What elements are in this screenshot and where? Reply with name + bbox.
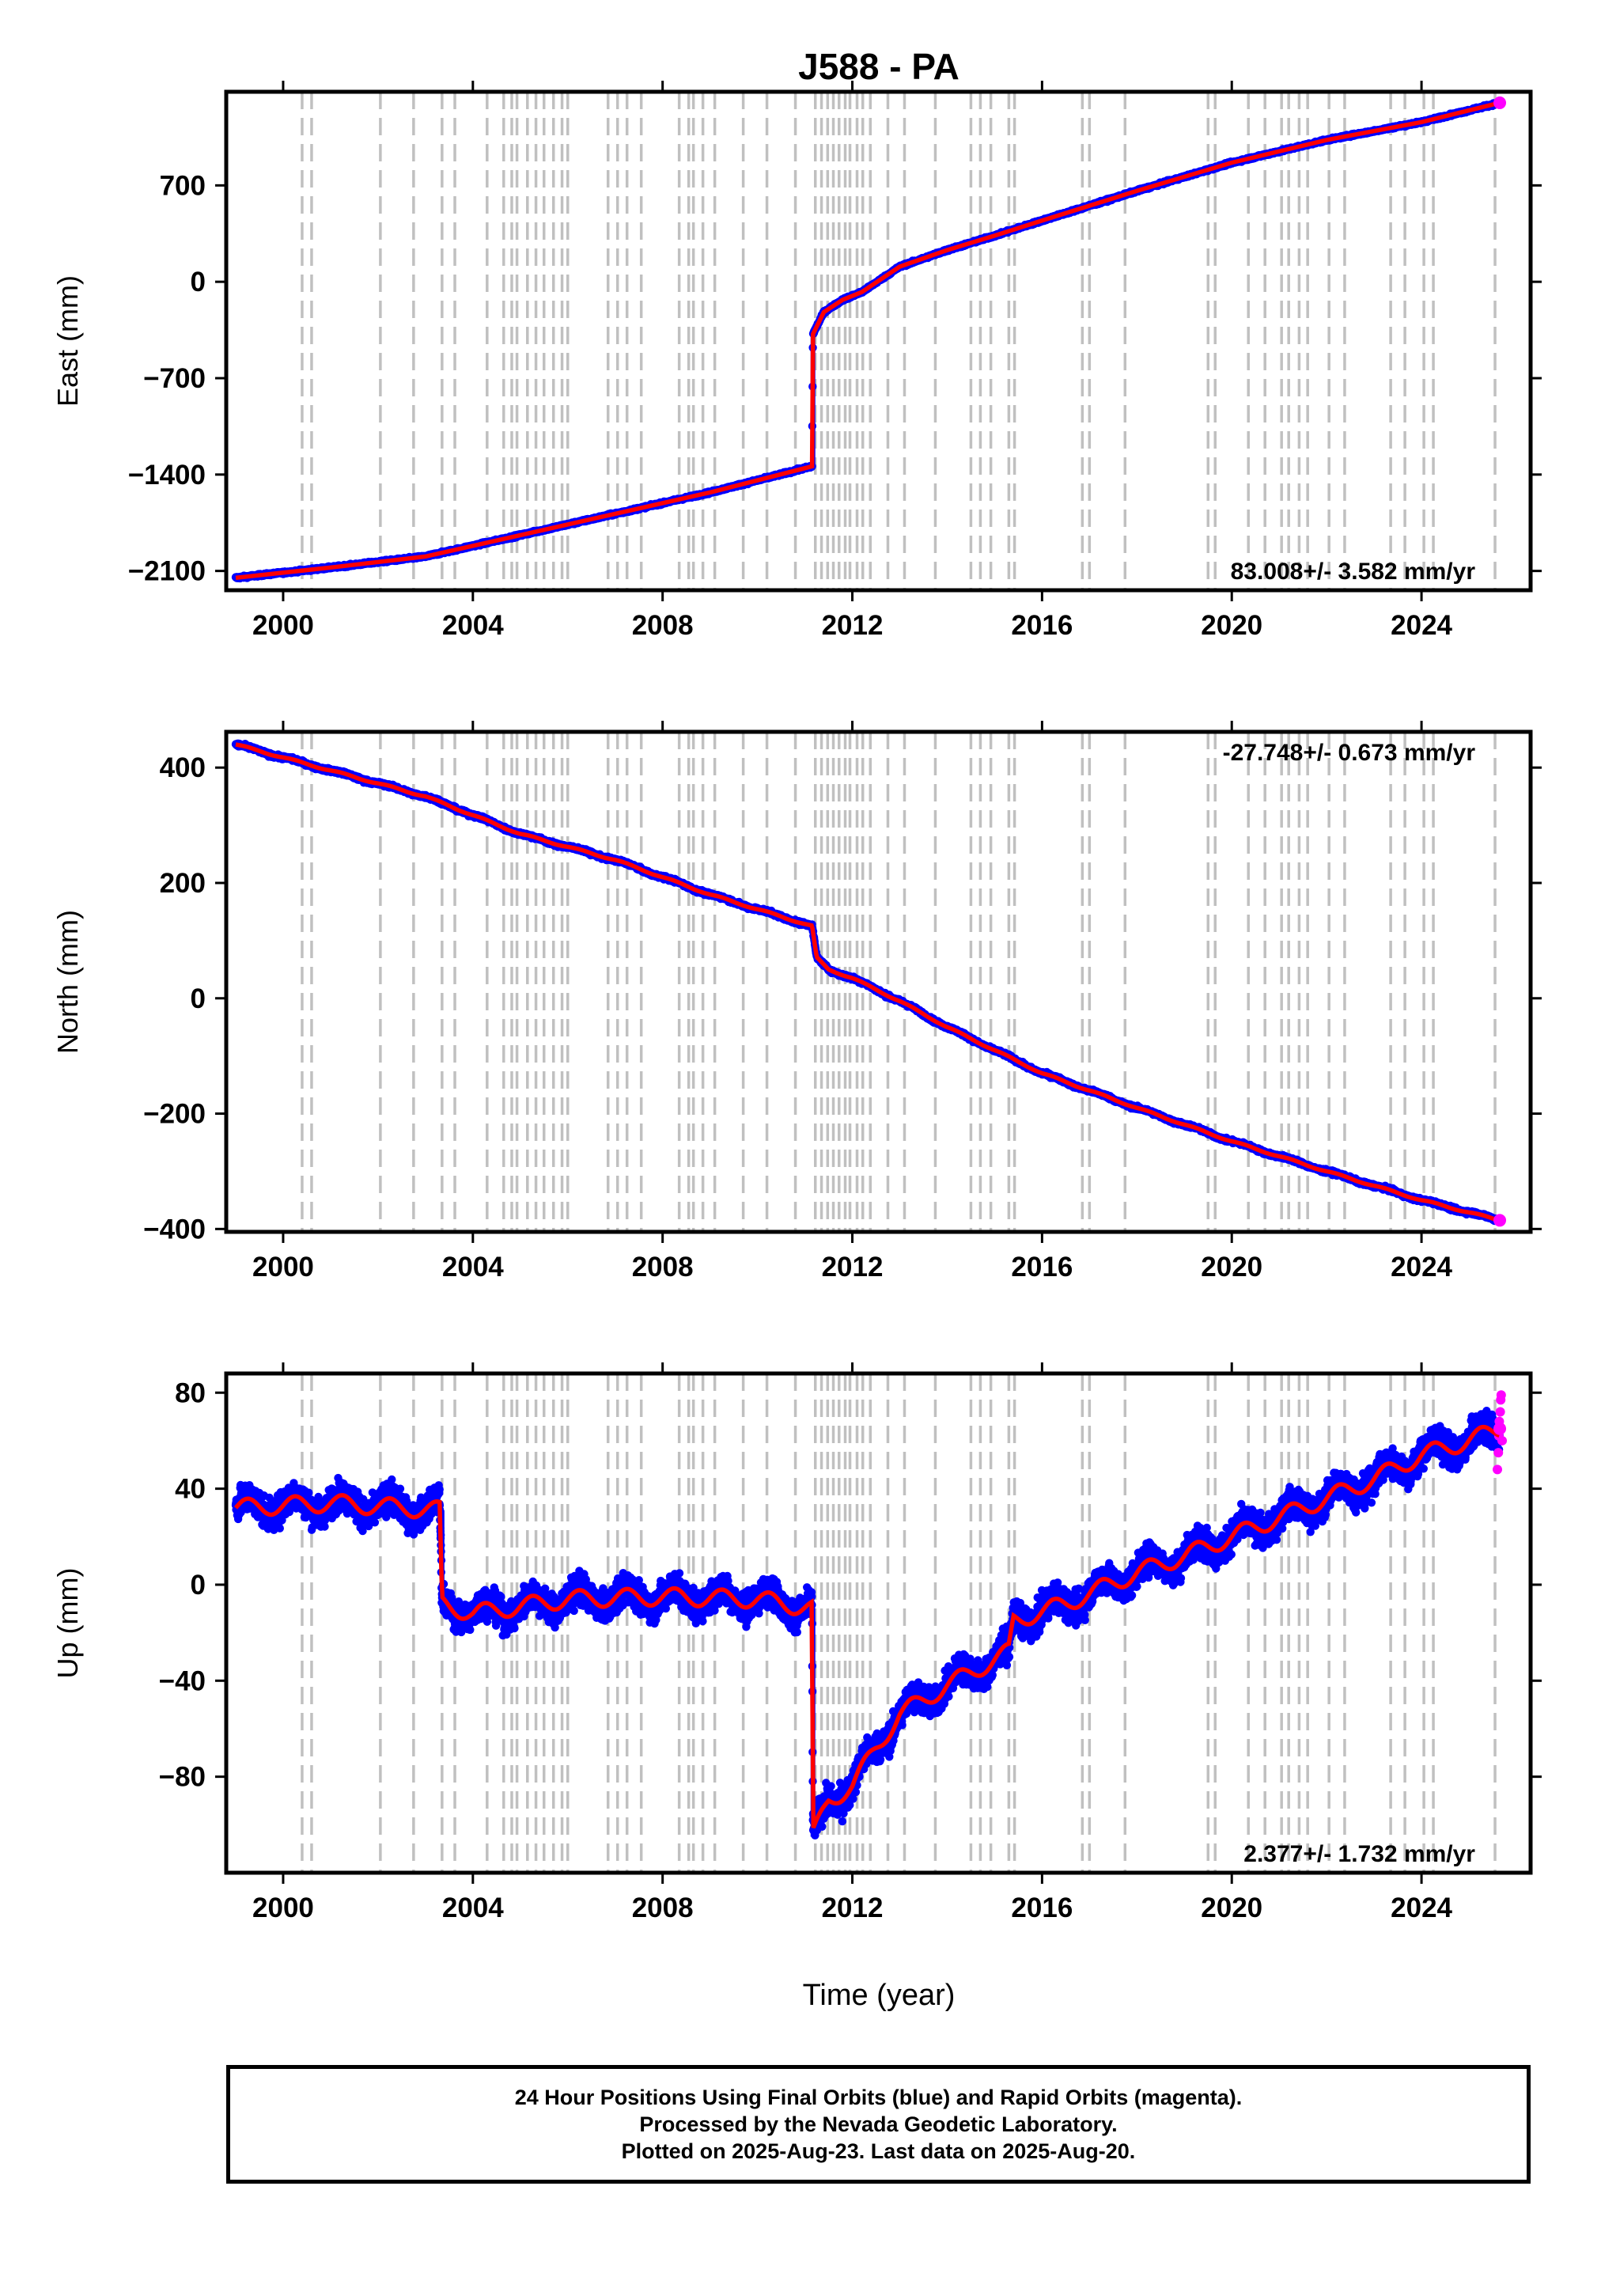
x-tick-label: 2012	[822, 610, 884, 641]
x-tick-label: 2008	[632, 610, 694, 641]
plot-area	[231, 732, 1507, 1232]
y-tick-label: −700	[143, 363, 206, 394]
x-tick-label: 2016	[1011, 610, 1073, 641]
y-tick-label: −2100	[128, 556, 206, 587]
chart-title: J588 - PA	[798, 46, 959, 87]
last-point-marker	[1493, 96, 1507, 109]
model-line	[235, 100, 1501, 581]
plot-frame	[224, 89, 1533, 593]
y-tick-label: −1400	[128, 460, 206, 491]
rate-label: 83.008+/- 3.582 mm/yr	[1231, 559, 1476, 585]
x-tick-label: 2024	[1391, 610, 1452, 641]
y-axis-label: East (mm)	[51, 275, 84, 407]
x-tick-label: 2020	[1201, 610, 1262, 641]
final-orbit-points	[231, 98, 1504, 583]
y-tick-label: 700	[160, 170, 206, 201]
y-tick-label: 0	[191, 267, 206, 297]
x-tick-label: 2004	[442, 610, 504, 641]
x-tick-label: 2000	[252, 610, 314, 641]
plot-area	[231, 92, 1507, 590]
panel-1: −2100 −1400 −700 0 700 2000 2004 2008 2012 2016 20…	[51, 81, 1542, 641]
